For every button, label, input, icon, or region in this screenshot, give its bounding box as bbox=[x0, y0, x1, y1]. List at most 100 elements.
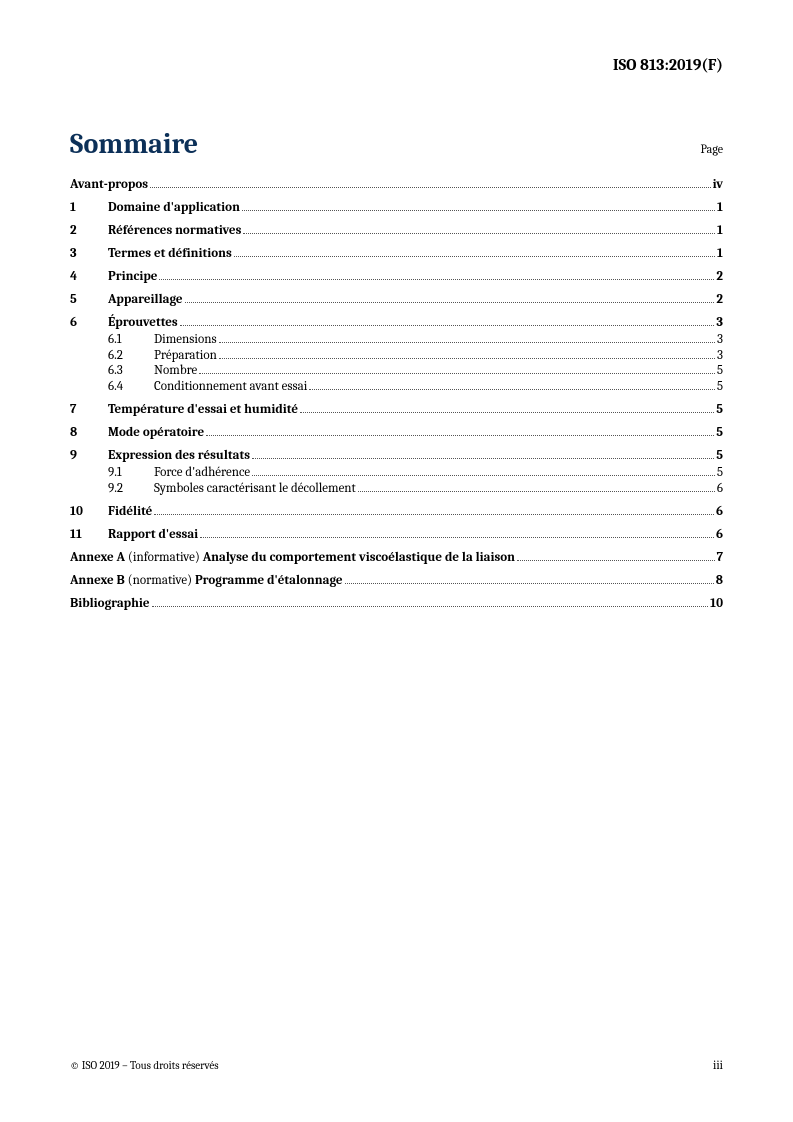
toc-label: Symboles caractérisant le décollement bbox=[154, 482, 356, 497]
dot-leader bbox=[517, 552, 715, 561]
toc-page: 2 bbox=[716, 293, 723, 308]
dot-leader bbox=[150, 179, 711, 188]
toc-page: 7 bbox=[717, 551, 723, 566]
toc-entry: 1 Domaine d'application 1 bbox=[70, 201, 723, 216]
toc-label: Conditionnement avant essai bbox=[154, 380, 307, 395]
toc-page: 5 bbox=[716, 449, 723, 464]
toc-subsection-group: 9.1 Force d'adhérence 5 9.2 Symboles car… bbox=[70, 466, 723, 497]
toc-page: 3 bbox=[717, 333, 723, 348]
dot-leader bbox=[243, 225, 715, 234]
title-row: Sommaire Page bbox=[70, 128, 723, 160]
toc-entry-annex: Annexe A (informative) Analyse du compor… bbox=[70, 551, 723, 566]
toc-label: Fidélité bbox=[108, 505, 152, 520]
document-id: ISO 813:2019(F) bbox=[613, 56, 723, 74]
page-footer: © ISO 2019 – Tous droits réservés iii bbox=[70, 1058, 723, 1072]
toc-label: Éprouvettes bbox=[108, 316, 178, 331]
dot-leader bbox=[154, 506, 714, 515]
toc-label: Mode opératoire bbox=[108, 426, 204, 441]
annex-note: (normative) bbox=[128, 574, 192, 589]
toc-num: 1 bbox=[70, 201, 108, 216]
toc-subentry: 6.2 Préparation 3 bbox=[108, 349, 723, 364]
toc-num: 8 bbox=[70, 426, 108, 441]
toc-entry-annex: Annexe B (normative) Programme d'étalonn… bbox=[70, 574, 723, 589]
toc-page: 5 bbox=[717, 380, 723, 395]
toc-num: 6.4 bbox=[108, 380, 154, 395]
annex-prefix: Annexe A bbox=[70, 551, 125, 566]
toc-num: 5 bbox=[70, 293, 108, 308]
toc-num: 6.3 bbox=[108, 364, 154, 379]
dot-leader bbox=[180, 317, 715, 326]
toc-label: Préparation bbox=[154, 349, 217, 364]
toc-label: Termes et définitions bbox=[108, 247, 232, 262]
dot-leader bbox=[219, 350, 715, 359]
toc-label: Références normatives bbox=[108, 224, 241, 239]
toc-entry-front: Avant-propos iv bbox=[70, 178, 723, 193]
toc-label: Appareillage bbox=[108, 293, 183, 308]
dot-leader bbox=[358, 483, 715, 492]
toc-page: 6 bbox=[717, 482, 723, 497]
toc-num: 4 bbox=[70, 270, 108, 285]
toc-num: 6.2 bbox=[108, 349, 154, 364]
toc-title: Sommaire bbox=[70, 128, 198, 160]
annex-title: Analyse du comportement viscoélastique d… bbox=[203, 551, 515, 566]
toc-num: 9.1 bbox=[108, 466, 154, 481]
toc-label: Principe bbox=[108, 270, 157, 285]
document-page: ISO 813:2019(F) Sommaire Page Avant-prop… bbox=[0, 0, 793, 1122]
toc-label: Rapport d'essai bbox=[108, 528, 198, 543]
toc-label: Température d'essai et humidité bbox=[108, 403, 298, 418]
toc-page: 5 bbox=[716, 403, 723, 418]
toc-num: 7 bbox=[70, 403, 108, 418]
toc-num: 11 bbox=[70, 528, 108, 543]
toc-page: 3 bbox=[717, 349, 723, 364]
toc-page: 10 bbox=[710, 597, 723, 612]
toc-entry: 6 Éprouvettes 3 bbox=[70, 316, 723, 331]
toc-page: 1 bbox=[717, 224, 723, 239]
toc-page: 2 bbox=[716, 270, 723, 285]
dot-leader bbox=[252, 450, 714, 459]
toc-page: 6 bbox=[716, 528, 723, 543]
dot-leader bbox=[206, 427, 714, 436]
toc-subentry: 6.4 Conditionnement avant essai 5 bbox=[108, 380, 723, 395]
toc-subentry: 9.1 Force d'adhérence 5 bbox=[108, 466, 723, 481]
annex-note: (informative) bbox=[128, 551, 200, 566]
dot-leader bbox=[219, 334, 715, 343]
toc-num: 6 bbox=[70, 316, 108, 331]
annex-title: Programme d'étalonnage bbox=[195, 574, 343, 589]
toc-entry: 7 Température d'essai et humidité 5 bbox=[70, 403, 723, 418]
toc-subentry: 6.1 Dimensions 3 bbox=[108, 333, 723, 348]
toc-entry: 8 Mode opératoire 5 bbox=[70, 426, 723, 441]
toc-page: 1 bbox=[717, 201, 723, 216]
toc-entry-bibliography: Bibliographie 10 bbox=[70, 597, 723, 612]
toc-subsection-group: 6.1 Dimensions 3 6.2 Préparation 3 6.3 N… bbox=[70, 333, 723, 396]
toc-page: iv bbox=[713, 178, 723, 193]
toc-label: Domaine d'application bbox=[108, 201, 240, 216]
toc-page: 3 bbox=[716, 316, 723, 331]
toc-subentry: 6.3 Nombre 5 bbox=[108, 364, 723, 379]
dot-leader bbox=[252, 467, 715, 476]
toc-label: Nombre bbox=[154, 364, 197, 379]
toc-label: Avant-propos bbox=[70, 178, 148, 193]
dot-leader bbox=[200, 529, 714, 538]
table-of-contents: Avant-propos iv 1 Domaine d'application … bbox=[70, 178, 723, 612]
toc-page: 1 bbox=[717, 247, 723, 262]
dot-leader bbox=[152, 598, 709, 607]
annex-prefix: Annexe B bbox=[70, 574, 125, 589]
dot-leader bbox=[185, 294, 715, 303]
toc-page: 6 bbox=[716, 505, 723, 520]
dot-leader bbox=[300, 405, 714, 414]
toc-label: Dimensions bbox=[154, 333, 217, 348]
toc-label: Force d'adhérence bbox=[154, 466, 250, 481]
dot-leader bbox=[159, 271, 714, 280]
toc-page: 5 bbox=[717, 466, 723, 481]
toc-num: 9.2 bbox=[108, 482, 154, 497]
toc-num: 9 bbox=[70, 449, 108, 464]
toc-page: 5 bbox=[717, 364, 723, 379]
copyright-text: © ISO 2019 – Tous droits réservés bbox=[70, 1059, 219, 1072]
toc-entry: 4 Principe 2 bbox=[70, 270, 723, 285]
toc-page: 8 bbox=[716, 574, 723, 589]
dot-leader bbox=[199, 366, 715, 375]
toc-num: 3 bbox=[70, 247, 108, 262]
toc-entry: 10 Fidélité 6 bbox=[70, 505, 723, 520]
toc-entry: 3 Termes et définitions 1 bbox=[70, 247, 723, 262]
toc-entry: 9 Expression des résultats 5 bbox=[70, 449, 723, 464]
